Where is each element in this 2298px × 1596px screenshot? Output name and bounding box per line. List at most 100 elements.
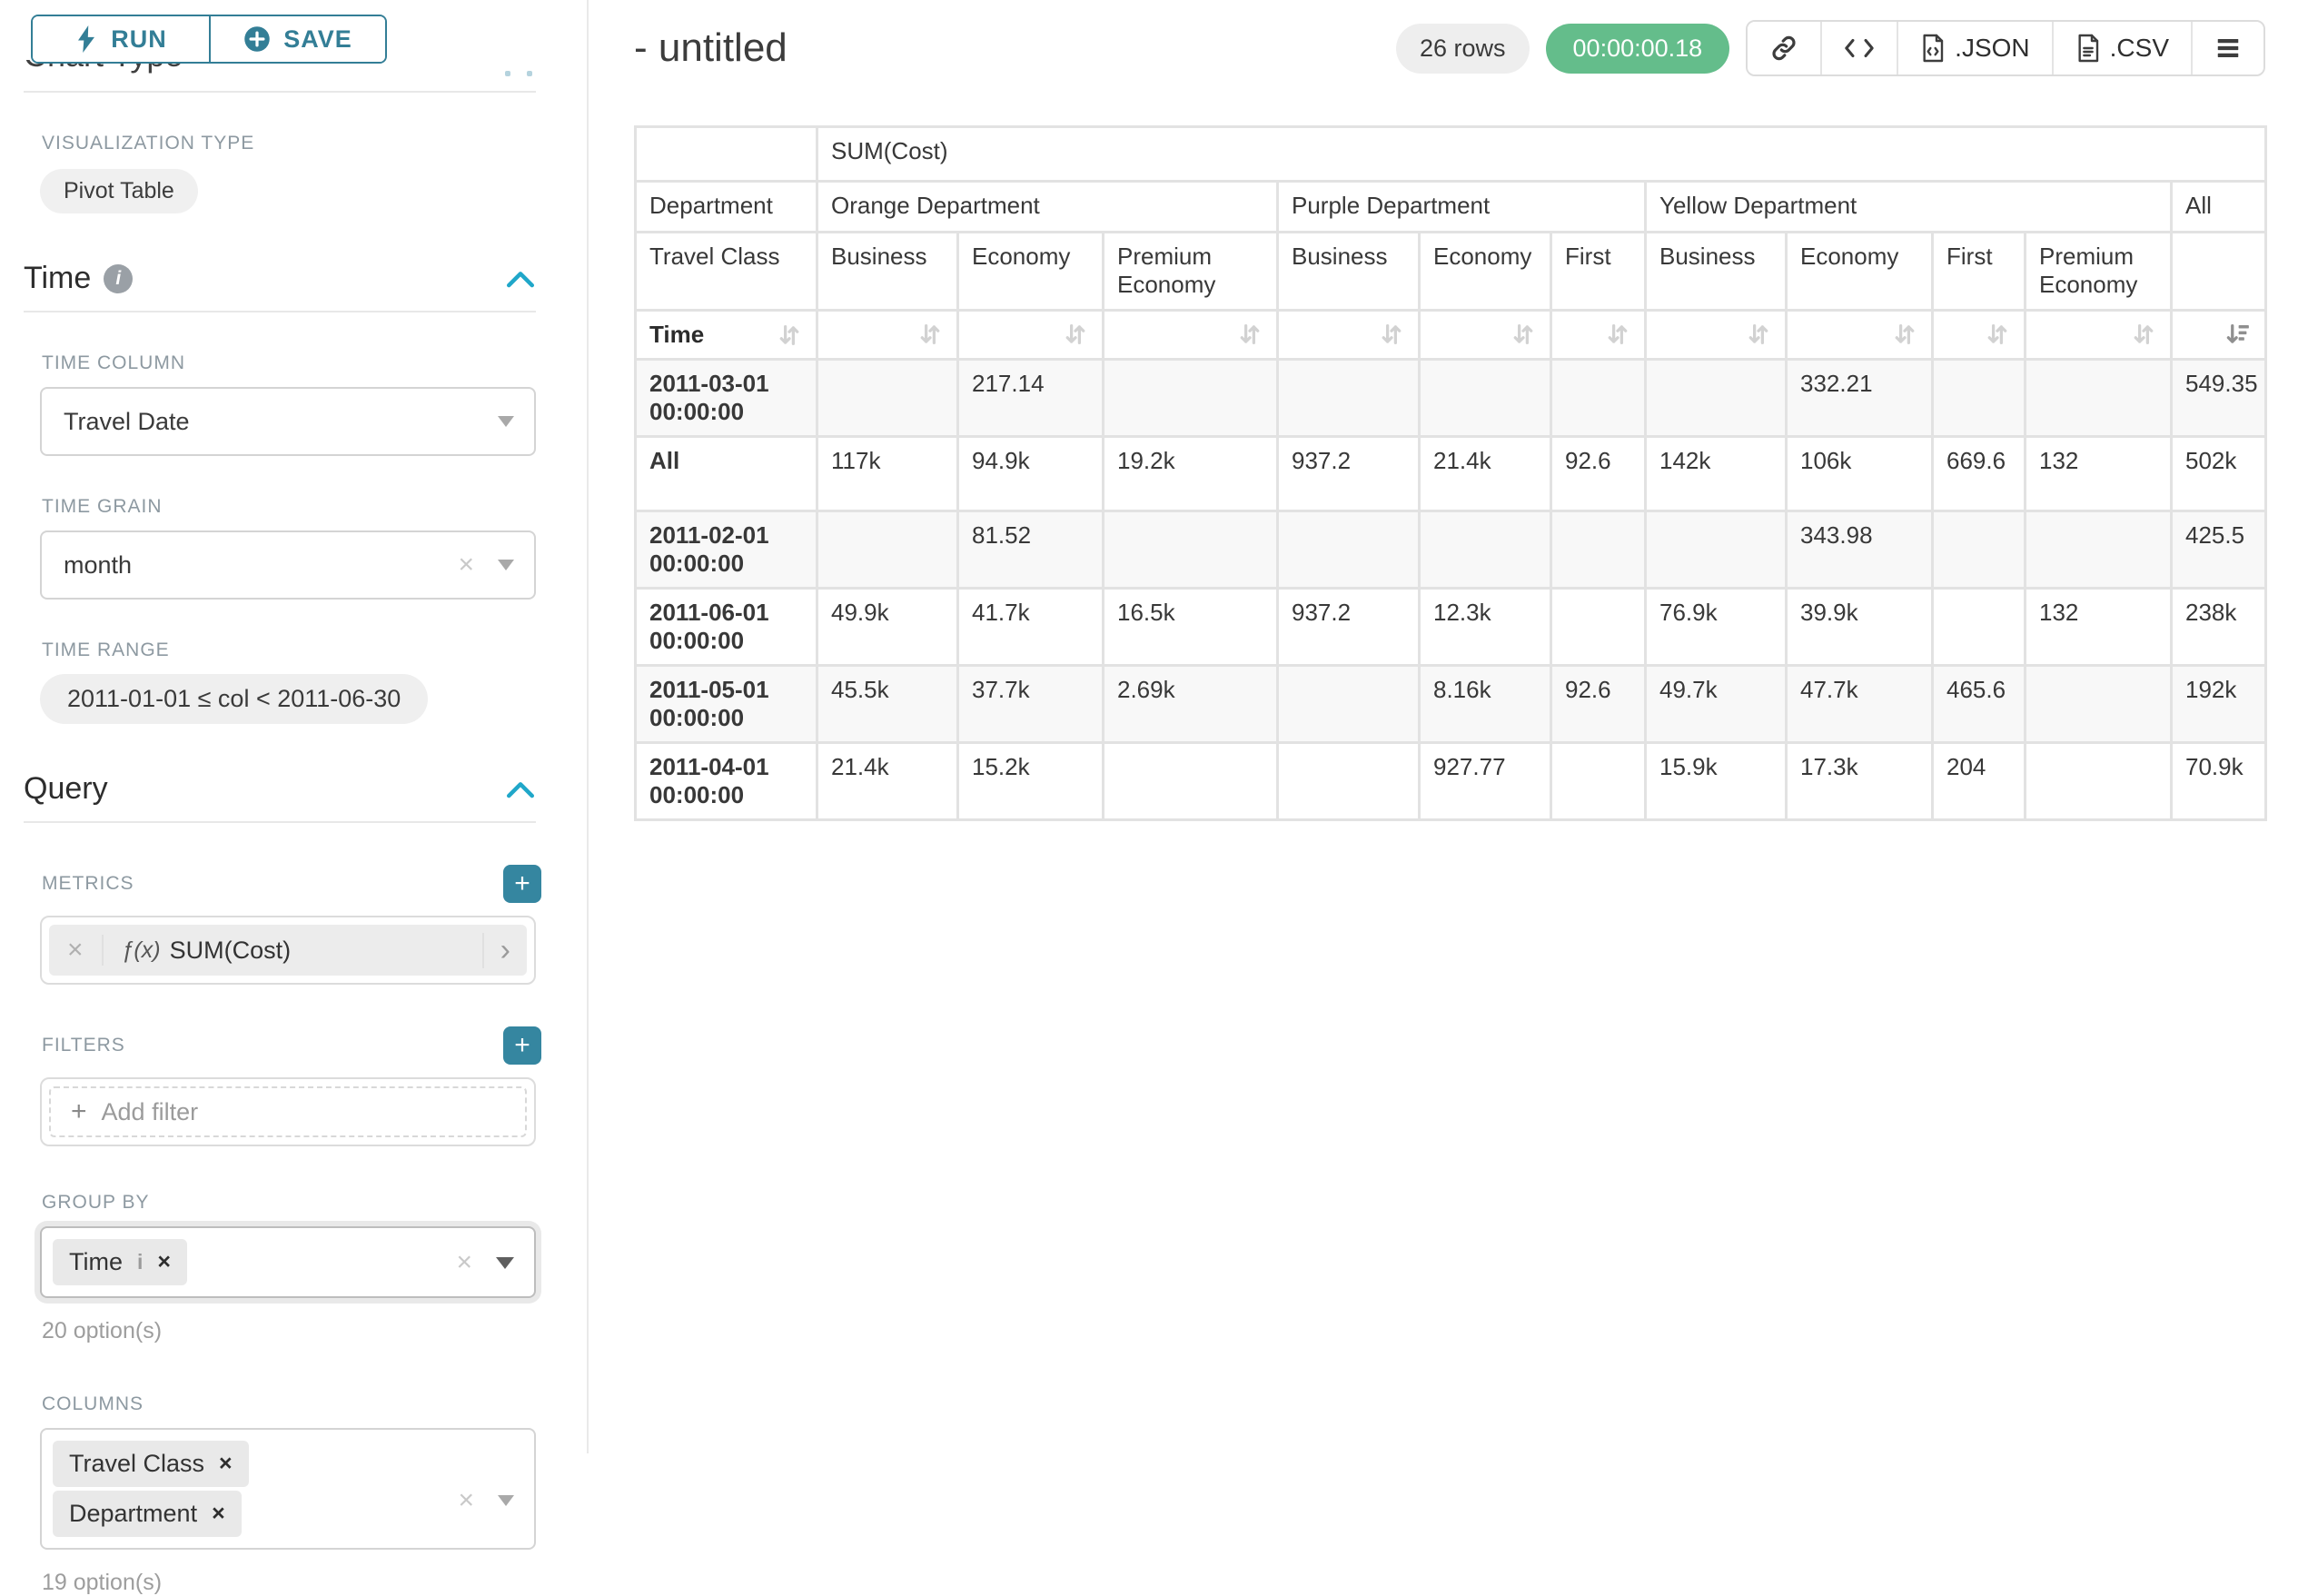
value-cell: 332.21 [1787, 360, 1933, 437]
columns-chip[interactable]: Travel Class × [53, 1441, 249, 1487]
column-sort-cell[interactable] [1278, 311, 1420, 360]
sort-icon [1236, 321, 1263, 348]
time-grain-label: TIME GRAIN [42, 496, 587, 518]
sort-icon [916, 321, 944, 348]
column-sort-cell[interactable] [1551, 311, 1646, 360]
column-sort-cell[interactable] [2026, 311, 2172, 360]
table-row: 2011-04-01 00:00:0021.4k15.2k927.7715.9k… [636, 743, 2266, 820]
divider [24, 91, 536, 93]
chevron-down-icon[interactable] [496, 1257, 514, 1269]
group-by-chip[interactable]: Timei× [53, 1239, 187, 1285]
columns-chip[interactable]: Department × [53, 1491, 242, 1537]
chevron-down-icon[interactable] [498, 560, 514, 570]
table-row: 2011-02-01 00:00:0081.52343.98425.5 [636, 511, 2266, 589]
value-cell [1933, 589, 2026, 666]
value-cell [1551, 360, 1646, 437]
value-cell: 132 [2026, 437, 2172, 511]
add-metric-button[interactable]: + [503, 865, 541, 903]
chevron-right-icon[interactable]: › [482, 933, 527, 968]
metric-header-cell: SUM(Cost) [817, 127, 2266, 182]
column-sort-cell[interactable] [1420, 311, 1551, 360]
column-sort-cell[interactable] [817, 311, 958, 360]
chart-title[interactable]: - untitled [634, 25, 787, 71]
time-section-title: Time [24, 261, 91, 296]
value-cell [1933, 360, 2026, 437]
department-group-cell: All [2172, 182, 2266, 233]
export-toolbar: .JSON .CSV [1746, 20, 2265, 76]
embed-code-icon [1844, 35, 1875, 62]
function-icon: ƒ(x) [122, 937, 161, 964]
remove-chip-icon[interactable]: × [212, 1501, 225, 1527]
add-filter-dropzone[interactable]: + Add filter [49, 1086, 527, 1137]
columns-label: COLUMNS [42, 1393, 587, 1415]
travel-class-cell: Economy [1420, 233, 1551, 311]
value-cell [1551, 743, 1646, 820]
save-button[interactable]: SAVE [209, 16, 385, 62]
export-json-button[interactable]: .JSON [1897, 22, 2051, 74]
column-sort-cell[interactable] [1787, 311, 1933, 360]
column-sort-cell[interactable] [1104, 311, 1278, 360]
chip-label: Department [69, 1500, 197, 1528]
value-cell [2026, 666, 2172, 743]
menu-button[interactable] [2191, 22, 2263, 74]
link-icon [1769, 34, 1798, 63]
column-sort-cell[interactable] [1646, 311, 1787, 360]
value-cell: 76.9k [1646, 589, 1787, 666]
department-label-cell: Department [636, 182, 817, 233]
value-cell: 21.4k [1420, 437, 1551, 511]
time-section-header: Time i [24, 261, 536, 296]
department-group-cell: Yellow Department [1646, 182, 2172, 233]
sort-desc-icon [2224, 321, 2252, 348]
value-cell: 41.7k [958, 589, 1104, 666]
bolt-icon [74, 25, 98, 53]
time-range-label: TIME RANGE [42, 639, 587, 661]
time-grain-select[interactable]: month × [40, 530, 536, 600]
column-sort-cell[interactable] [1933, 311, 2026, 360]
embed-code-button[interactable] [1820, 22, 1897, 74]
metrics-control: × ƒ(x) SUM(Cost) › [40, 916, 536, 985]
share-link-button[interactable] [1748, 22, 1820, 74]
value-cell: 927.77 [1420, 743, 1551, 820]
chevron-down-icon[interactable] [498, 1495, 514, 1506]
clear-icon[interactable]: × [458, 1487, 474, 1514]
value-cell: 16.5k [1104, 589, 1278, 666]
travel-class-cell: Business [1278, 233, 1420, 311]
time-range-value[interactable]: 2011-01-01 ≤ col < 2011-06-30 [40, 674, 428, 724]
value-cell [1646, 511, 1787, 589]
export-csv-button[interactable]: .CSV [2052, 22, 2191, 74]
clear-icon[interactable]: × [458, 551, 474, 579]
value-cell: 238k [2172, 589, 2266, 666]
table-row: 2011-06-01 00:00:0049.9k41.7k16.5k937.21… [636, 589, 2266, 666]
remove-metric-icon[interactable]: × [49, 935, 104, 966]
chip-label: Travel Class [69, 1450, 204, 1478]
collapse-caret-clipped [505, 71, 532, 76]
columns-select[interactable]: Travel Class × Department × × [40, 1428, 536, 1550]
travel-class-cell [2172, 233, 2266, 311]
table-row: 2011-03-01 00:00:00217.14332.21549.35 [636, 360, 2266, 437]
remove-chip-icon[interactable]: × [219, 1451, 233, 1477]
add-filter-button[interactable]: + [503, 1026, 541, 1065]
value-cell: 8.16k [1420, 666, 1551, 743]
visualization-type-value[interactable]: Pivot Table [40, 169, 198, 213]
value-cell: 192k [2172, 666, 2266, 743]
remove-chip-icon[interactable]: × [157, 1249, 171, 1275]
column-sort-cell[interactable] [958, 311, 1104, 360]
column-sort-cell[interactable] [2172, 311, 2266, 360]
department-group-cell: Purple Department [1278, 182, 1646, 233]
time-sort-cell[interactable]: Time [636, 311, 817, 360]
chevron-down-icon[interactable] [498, 416, 514, 427]
value-cell [1104, 360, 1278, 437]
department-group-cell: Orange Department [817, 182, 1278, 233]
info-icon: i [137, 1250, 143, 1274]
group-by-select[interactable]: Timei× × [40, 1226, 536, 1298]
value-cell: 45.5k [817, 666, 958, 743]
time-column-select[interactable]: Travel Date [40, 387, 536, 456]
row-header-cell: 2011-05-01 00:00:00 [636, 666, 817, 743]
value-cell [1933, 511, 2026, 589]
clear-icon[interactable]: × [456, 1249, 472, 1276]
metric-chip[interactable]: × ƒ(x) SUM(Cost) › [49, 925, 527, 976]
info-icon: i [104, 264, 133, 293]
chevron-up-icon[interactable] [505, 778, 536, 801]
chevron-up-icon[interactable] [505, 267, 536, 291]
run-button[interactable]: RUN [33, 16, 209, 62]
